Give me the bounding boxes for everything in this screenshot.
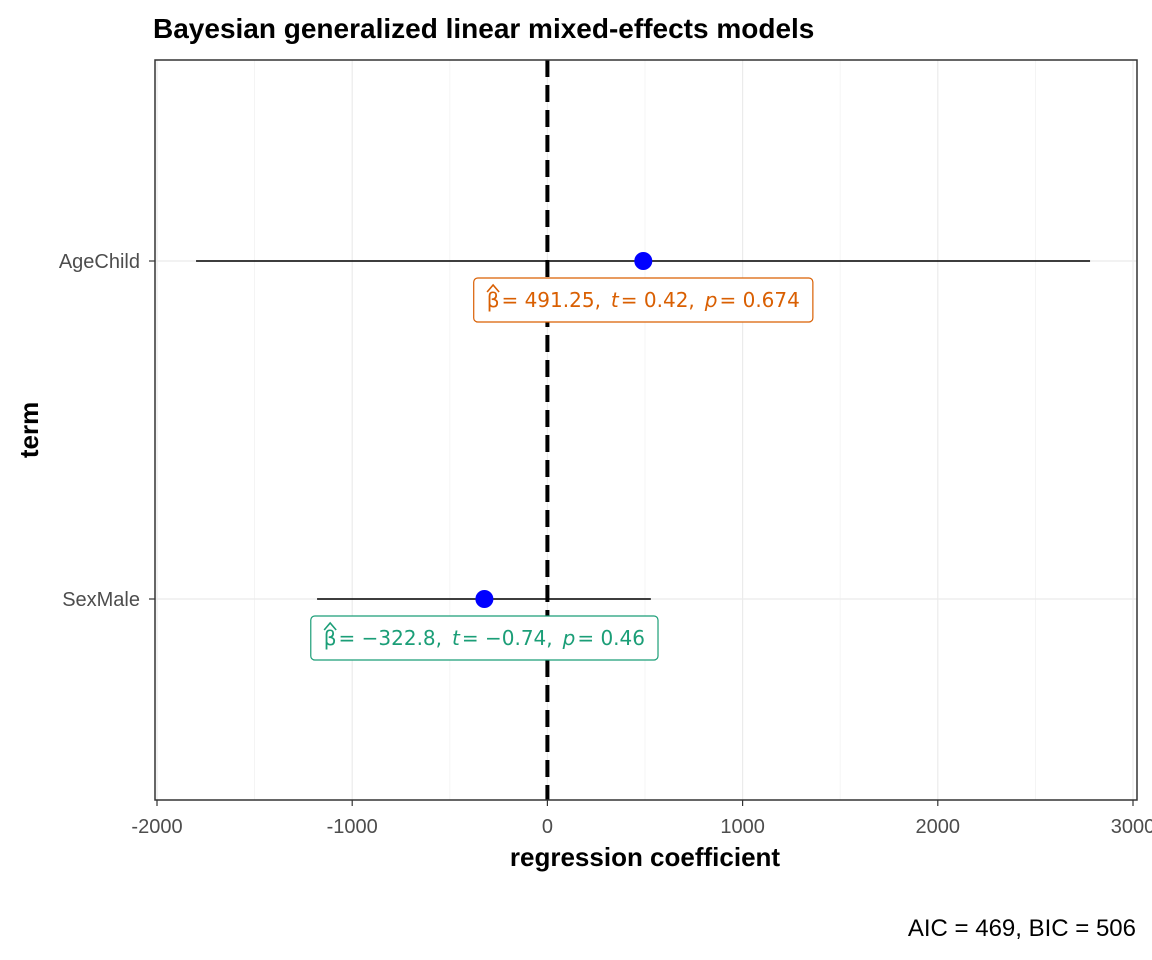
estimate-label-part: = −322.8, bbox=[339, 626, 443, 650]
estimate-label-part: = −0.74, bbox=[462, 626, 553, 650]
panel-border bbox=[154, 59, 1138, 801]
estimate-label-part: β bbox=[324, 626, 337, 650]
estimate-point bbox=[475, 590, 494, 608]
estimate-point bbox=[634, 252, 653, 270]
x-tick-label: 1000 bbox=[720, 816, 765, 838]
estimate-label-part: p bbox=[704, 288, 718, 312]
estimate-label: β = −322.8, t = −0.74, p = 0.46 bbox=[310, 615, 659, 661]
chart-title: Bayesian generalized linear mixed-effect… bbox=[153, 13, 814, 44]
grid-lines bbox=[155, 60, 1137, 800]
estimate-label-box bbox=[473, 277, 814, 323]
estimate-label-part: t bbox=[611, 288, 620, 312]
estimate-label-part: = 0.674 bbox=[719, 288, 799, 312]
y-tick-label: AgeChild bbox=[59, 251, 140, 273]
estimate-label-part: = 0.46 bbox=[577, 626, 645, 650]
x-tick-label: 2000 bbox=[916, 816, 961, 838]
estimate-label-part: β bbox=[487, 288, 500, 312]
x-tick-label: -1000 bbox=[327, 816, 378, 838]
x-axis-ticks: -2000 -1000 0 1000 2000 3000 bbox=[131, 800, 1152, 838]
x-tick-label: 3000 bbox=[1111, 816, 1152, 838]
estimate-label-text: β = 491.25, t = 0.42, p = 0.674 bbox=[487, 288, 800, 312]
estimate-label-part: p bbox=[562, 626, 576, 650]
beta-hat bbox=[323, 621, 337, 631]
x-tick-label: 0 bbox=[542, 816, 553, 838]
y-tick-label: SexMale bbox=[62, 589, 140, 611]
x-tick-label: -2000 bbox=[131, 816, 182, 838]
y-axis-ticks: AgeChild SexMale bbox=[59, 251, 155, 611]
estimate-label: β = 491.25, t = 0.42, p = 0.674 bbox=[473, 277, 814, 323]
estimate-label-part: = 491.25, bbox=[501, 288, 600, 312]
x-axis-title: regression coefficient bbox=[510, 842, 781, 872]
y-axis-title: term bbox=[14, 402, 44, 458]
beta-hat bbox=[486, 283, 500, 293]
estimate-points bbox=[475, 252, 653, 608]
estimate-label-part: t bbox=[452, 626, 461, 650]
estimate-label-box bbox=[310, 615, 659, 661]
estimate-label-text: β = −322.8, t = −0.74, p = 0.46 bbox=[324, 626, 645, 650]
model-fit-caption: AIC = 469, BIC = 506 bbox=[908, 915, 1136, 942]
estimate-label-part: = 0.42, bbox=[621, 288, 695, 312]
